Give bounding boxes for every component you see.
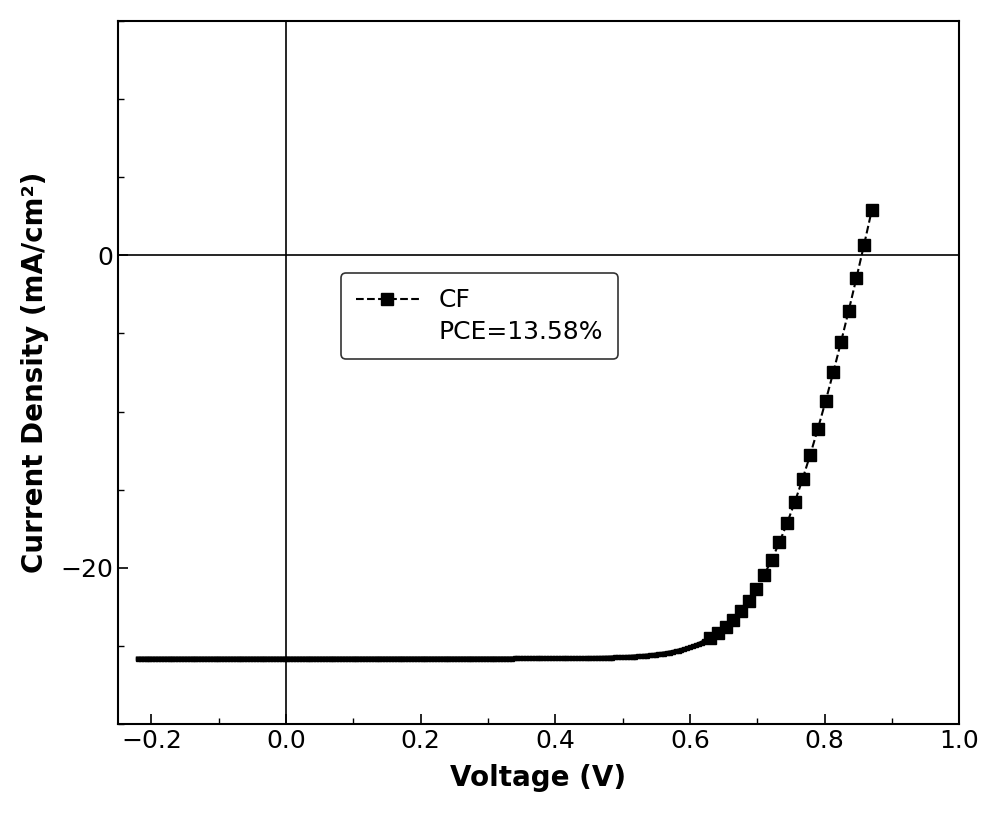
Legend: CF, PCE=13.58%: CF, PCE=13.58% bbox=[341, 273, 618, 359]
Y-axis label: Current Density (mA/cm²): Current Density (mA/cm²) bbox=[21, 172, 49, 573]
X-axis label: Voltage (V): Voltage (V) bbox=[450, 764, 627, 792]
